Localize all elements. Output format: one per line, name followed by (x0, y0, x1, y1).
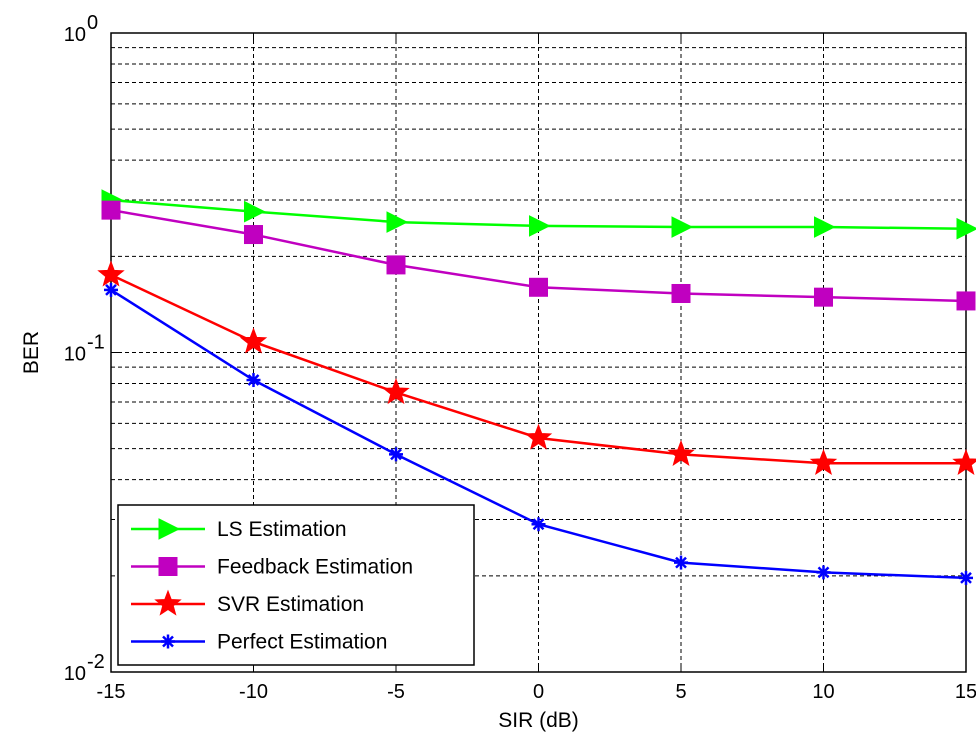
data-point-ls-estimation (814, 216, 836, 238)
data-point-feedback-estimation (956, 291, 976, 311)
legend-label: Perfect Estimation (217, 631, 387, 654)
data-point-perfect-estimation (246, 373, 261, 388)
data-point-svr-estimation (239, 327, 268, 354)
x-tick-label: 10 (812, 681, 834, 703)
data-point-perfect-estimation (531, 517, 546, 532)
data-point-svr-estimation (952, 448, 976, 475)
data-point-svr-estimation (382, 378, 410, 405)
data-point-ls-estimation (244, 200, 266, 223)
series-svr-estimation (97, 260, 976, 475)
data-point-perfect-estimation (104, 282, 118, 297)
data-point-svr-estimation (667, 439, 695, 467)
legend-box (117, 504, 475, 666)
x-tick-label: -10 (239, 681, 268, 703)
data-point-svr-estimation (524, 423, 553, 450)
data-point-feedback-estimation (814, 287, 833, 307)
data-point-svr-estimation (97, 260, 125, 287)
svg-text:10: 10 (64, 24, 86, 46)
legend-label: SVR Estimation (217, 593, 364, 616)
x-tick-label: 5 (675, 681, 686, 703)
x-tick-label: 0 (533, 681, 544, 703)
series-feedback-estimation (101, 200, 976, 311)
legend-marker (161, 634, 175, 649)
legend-marker (158, 518, 181, 540)
data-point-feedback-estimation (529, 277, 548, 297)
data-point-ls-estimation (529, 215, 551, 237)
x-tick-label: -5 (387, 681, 405, 703)
legend: LS Estimation Feedback Estimation SVR Esti… (117, 504, 475, 666)
legend-item-ls-estimation: LS Estimation (131, 518, 347, 541)
legend-item-feedback-estimation: Feedback Estimation (131, 556, 413, 579)
data-point-perfect-estimation (816, 565, 831, 580)
data-point-feedback-estimation (244, 225, 263, 245)
data-point-perfect-estimation (959, 570, 973, 585)
series-perfect-estimation (104, 282, 973, 585)
data-point-feedback-estimation (101, 200, 121, 220)
y-tick-label: 10-2 (64, 651, 105, 685)
svg-text:0: 0 (87, 12, 98, 34)
svg-text:10: 10 (64, 344, 86, 366)
data-point-perfect-estimation (389, 447, 403, 462)
series-ls-estimation (101, 189, 976, 240)
data-point-ls-estimation (956, 217, 976, 240)
data-point-ls-estimation (386, 211, 409, 233)
x-tick-label: 15 (955, 681, 976, 703)
data-point-svr-estimation (809, 448, 838, 475)
legend-label: LS Estimation (217, 518, 347, 541)
y-tick-label: 100 (64, 12, 98, 46)
legend-label: Feedback Estimation (217, 556, 413, 579)
y-axis-label: BER (20, 331, 43, 374)
data-point-feedback-estimation (671, 283, 691, 303)
x-tick-label: -15 (97, 681, 126, 703)
data-point-feedback-estimation (386, 255, 406, 275)
data-point-ls-estimation (671, 216, 694, 238)
series-group (97, 189, 976, 585)
legend-item-perfect-estimation: Perfect Estimation (131, 631, 387, 654)
y-tick-label: 10-1 (64, 332, 105, 366)
legend-marker (158, 557, 178, 576)
x-axis-label: SIR (dB) (498, 709, 579, 732)
svg-text:-2: -2 (87, 651, 105, 673)
legend-item-svr-estimation: SVR Estimation (131, 589, 364, 616)
svg-text:-1: -1 (87, 332, 105, 354)
svg-text:10: 10 (64, 663, 86, 685)
legend-marker (154, 589, 182, 616)
data-point-perfect-estimation (674, 555, 688, 570)
